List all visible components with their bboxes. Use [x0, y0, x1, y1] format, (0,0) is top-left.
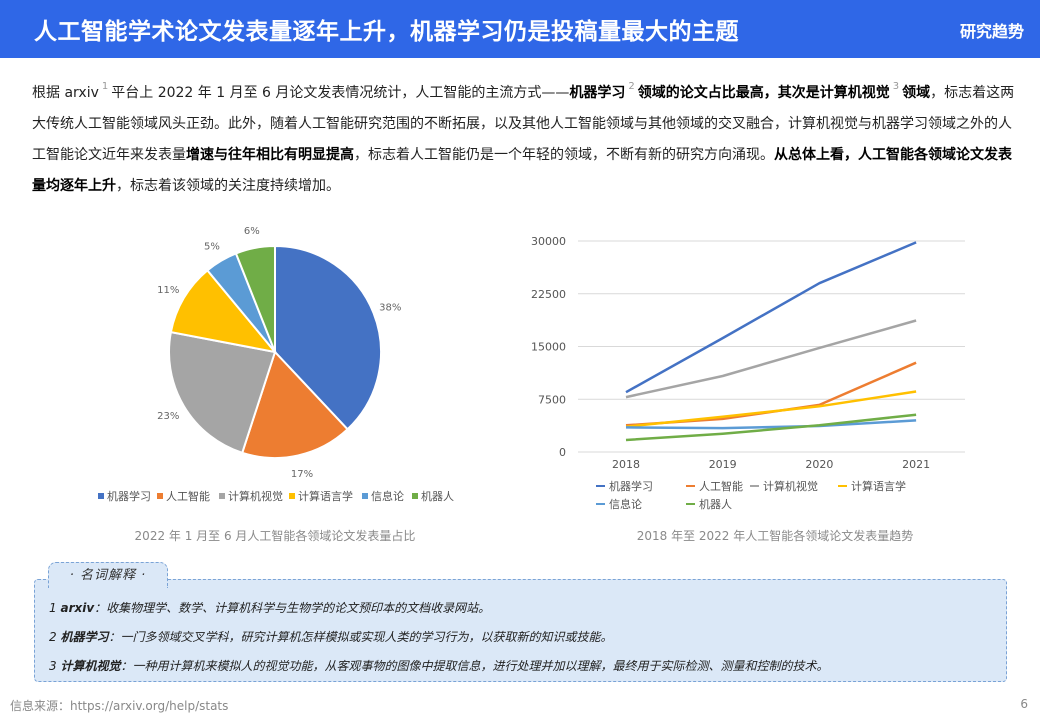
intro-text: ，标志着人工智能仍是一个年轻的领域，不断有新的研究方向涌现。 [354, 147, 774, 163]
intro-text: 根据 arxiv [32, 85, 99, 101]
intro-text: 平台上 2022 年 1 月至 6 月论文发表情况统计，人工智能的主流方式—— [111, 85, 570, 101]
legend-label: 计算机视觉 [228, 489, 283, 503]
glossary-desc: ：一种用计算机来模拟人的视觉功能，从客观事物的图像中提取信息，进行处理并加以理解… [120, 659, 829, 673]
pie-data-label: 5% [204, 241, 220, 252]
series-line [625, 319, 917, 399]
x-tick-label: 2020 [805, 458, 833, 471]
y-tick-label: 22500 [531, 288, 566, 301]
legend-label: 计算语言学 [851, 479, 906, 493]
legend-label: 机器学习 [107, 489, 151, 503]
glossary-term: 机器学习 [60, 630, 109, 644]
y-tick-label: 0 [559, 446, 566, 459]
intro-text: ，标志着该领域的关注度持续增加。 [116, 178, 340, 194]
glossary-desc: ：一门多领域交叉学科，研究计算机怎样模拟或实现人类的学习行为，以获取新的知识或技… [108, 630, 613, 644]
series-line [625, 413, 917, 442]
legend-swatch [362, 493, 368, 499]
glossary-num: 3 [49, 659, 57, 673]
glossary-num: 1 [49, 601, 57, 615]
pie-slice [240, 350, 349, 459]
intro-bold: 增速与往年相比有明显提高 [186, 147, 354, 163]
legend-label: 人工智能 [699, 479, 743, 493]
x-tick-label: 2019 [709, 458, 737, 471]
intro-bold: 从总体上看，人工智能各领域论文发表量均逐年上升 [32, 147, 1012, 194]
source-note: 信息来源：https://arxiv.org/help/stats [10, 699, 229, 713]
pie-caption: 2022 年 1 月至 6 月人工智能各领域论文发表量占比 [134, 529, 416, 543]
legend-swatch [412, 493, 418, 499]
legend-label: 计算语言学 [298, 489, 353, 503]
pie-data-label: 23% [157, 411, 179, 422]
footnote-ref-1: 1 [101, 81, 109, 92]
charts-canvas: 38%17%23%11%5%6%机器学习 人工智能 计算机视觉 计算语言学 信息论 机器人… [98, 226, 965, 511]
glossary-box: 1 arxiv：收集物理学、数学、计算机科学与生物学的论文预印本的文档收录网站。… [34, 579, 1007, 682]
pie-slice [274, 244, 382, 431]
legend-label: 机器学习 [609, 479, 653, 493]
glossary-num: 2 [49, 630, 57, 644]
pie-slice [169, 268, 278, 354]
glossary-item-cv: 3 计算机视觉：一种用计算机来模拟人的视觉功能，从客观事物的图像中提取信息，进行… [49, 652, 992, 681]
page-title: 人工智能学术论文发表量逐年上升，机器学习仍是投稿量最大的主题 [34, 19, 739, 45]
legend-swatch [219, 493, 225, 499]
glossary-item-arxiv: 1 arxiv：收集物理学、数学、计算机科学与生物学的论文预印本的文档收录网站。 [49, 594, 992, 623]
intro-bold: 领域 [902, 85, 931, 101]
x-tick-label: 2018 [612, 458, 640, 471]
legend-label: 机器人 [421, 489, 454, 503]
line-caption: 2018 年至 2022 年人工智能各领域论文发表量趋势 [636, 529, 914, 543]
line-chart: 0 7500 15000 22500 30000 2018 2019 2020 2021 机器学习… [531, 235, 965, 511]
series-line [625, 241, 917, 394]
intro-paragraph: 根据 arxiv 1 平台上 2022 年 1 月至 6 月论文发表情况统计，人工智… [32, 78, 1016, 202]
y-tick-label: 7500 [538, 393, 566, 406]
series-line [625, 390, 917, 428]
glossary-tab: · 名词解释 · [48, 562, 168, 588]
pie-data-label: 11% [157, 285, 179, 296]
section-tag: 研究趋势 [959, 22, 1024, 41]
page-number: 6 [1020, 697, 1028, 711]
footnote-ref-2: 2 [628, 81, 635, 92]
legend-label: 计算机视觉 [763, 479, 818, 493]
legend-label: 人工智能 [166, 489, 210, 503]
series-line [625, 419, 917, 430]
pie-data-label: 6% [244, 226, 260, 237]
pie-data-label: 38% [379, 302, 401, 313]
legend-label: 机器人 [699, 497, 732, 511]
pie-data-label: 17% [291, 469, 313, 480]
header-bar: 人工智能学术论文发表量逐年上升，机器学习仍是投稿量最大的主题 研究趋势 [0, 0, 1040, 58]
pie-chart: 38% 17% 23% 11% 5% 6% 机器学习 人工智能 计算机视觉 计算语言学 信息论 机器人 [98, 226, 454, 503]
pie-slice [234, 244, 276, 353]
x-tick-label: 2021 [902, 458, 930, 471]
intro-bold: 领域的论文占比最高，其次是计算机视觉 [637, 85, 890, 101]
series-line [625, 361, 917, 427]
pie-slice [168, 330, 277, 455]
glossary-desc: ：收集物理学、数学、计算机科学与生物学的论文预印本的文档收录网站。 [94, 601, 491, 615]
y-tick-label: 30000 [531, 235, 566, 248]
intro-bold: 机器学习 [569, 85, 626, 101]
legend-label: 信息论 [609, 497, 642, 511]
legend-swatch [98, 493, 104, 499]
legend-swatch [289, 493, 295, 499]
y-tick-label: 15000 [531, 341, 566, 354]
legend-label: 信息论 [371, 489, 404, 503]
intro-text: ，标志着这两大传统人工智能领域风头正劲。此外，随着人工智能研究范围的不断拓展，以… [32, 85, 1015, 163]
glossary-item-ml: 2 机器学习：一门多领域交叉学科，研究计算机怎样模拟或实现人类的学习行为，以获取… [49, 623, 992, 652]
legend-swatch [157, 493, 163, 499]
footnote-ref-3: 3 [892, 81, 900, 92]
glossary-term: arxiv [60, 601, 95, 615]
glossary-term: 计算机视觉 [60, 659, 121, 673]
